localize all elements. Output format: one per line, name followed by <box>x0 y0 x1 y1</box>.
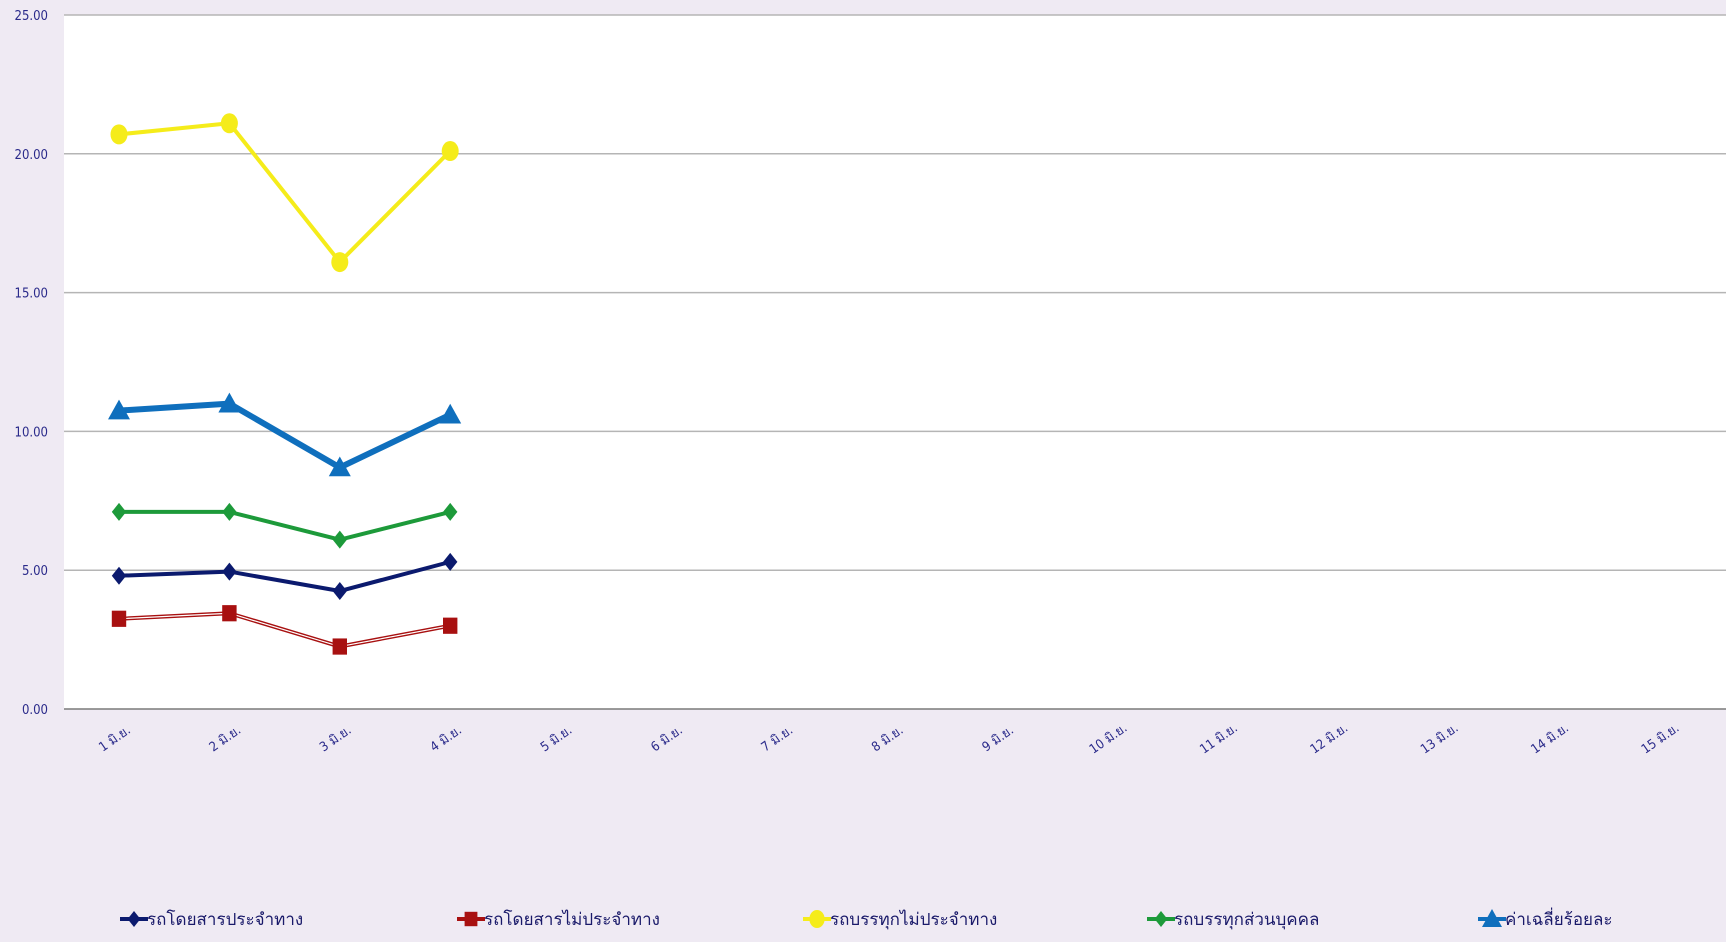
data-point <box>332 638 347 655</box>
data-point <box>110 124 128 145</box>
x-tick-label: 5 มิ.ย. <box>538 723 575 755</box>
x-tick-label: 10 มิ.ย. <box>1087 721 1130 758</box>
data-point <box>443 502 458 521</box>
series-4 <box>111 502 458 549</box>
x-tick-label: 14 มิ.ย. <box>1529 721 1572 758</box>
data-point <box>111 502 127 521</box>
data-point <box>108 399 130 420</box>
x-tick-label: 15 มิ.ย. <box>1639 721 1682 758</box>
series-lines <box>108 113 462 655</box>
series-line <box>118 400 452 471</box>
legend-label: รถโดยสารประจำทาง <box>147 909 303 930</box>
gridlines <box>64 14 1726 710</box>
legend-item: รถโดยสารประจำทาง <box>120 909 303 930</box>
x-tick-label: 12 มิ.ย. <box>1308 721 1351 758</box>
series-line <box>118 121 452 265</box>
legend-label: รถโดยสารไม่ประจำทาง <box>484 909 660 930</box>
data-point <box>222 562 237 581</box>
y-tick-label: 15.00 <box>15 287 48 302</box>
plot-area <box>64 15 1726 709</box>
x-axis: 1 มิ.ย. 2 มิ.ย. 3 มิ.ย. 4 มิ.ย. 5 มิ.ย. 6 มิ.… <box>96 721 1682 758</box>
y-axis: 0.00 5.00 10.00 15.00 20.00 25.00 <box>15 9 48 718</box>
series-1 <box>111 552 458 601</box>
x-tick-label: 2 มิ.ย. <box>207 723 244 755</box>
data-point <box>331 252 349 273</box>
x-tick-label: 3 มิ.ย. <box>317 723 354 755</box>
series-5 <box>108 392 462 477</box>
data-point <box>111 566 127 585</box>
data-point <box>220 113 238 134</box>
legend-marker <box>127 911 141 927</box>
y-tick-label: 0.00 <box>22 703 48 718</box>
series-line <box>119 509 451 542</box>
series-line-highlight <box>118 612 451 648</box>
series-3 <box>110 113 459 273</box>
data-point <box>222 502 237 521</box>
data-point <box>443 617 458 634</box>
x-tick-label: 7 มิ.ย. <box>759 723 796 755</box>
legend-label: ค่าเฉลี่ยร้อยละ <box>1505 907 1613 930</box>
legend-marker <box>809 910 825 928</box>
data-point <box>218 392 241 413</box>
legend-item: รถบรรทุกส่วนบุคคล <box>1147 910 1319 930</box>
series-2 <box>111 605 458 655</box>
series-line <box>118 559 451 594</box>
data-point <box>332 582 347 601</box>
x-tick-label: 13 มิ.ย. <box>1418 721 1461 758</box>
x-tick-label: 1 มิ.ย. <box>96 723 133 755</box>
data-point <box>332 530 347 549</box>
y-tick-label: 20.00 <box>15 148 48 163</box>
legend-marker <box>1154 911 1168 927</box>
legend-item: รถบรรทุกไม่ประจำทาง <box>803 909 997 930</box>
y-tick-label: 10.00 <box>15 425 48 440</box>
data-point <box>111 610 127 627</box>
y-tick-label: 5.00 <box>22 564 48 579</box>
data-point <box>222 605 237 622</box>
data-point <box>441 141 459 162</box>
data-point <box>443 552 458 571</box>
x-tick-label: 9 มิ.ย. <box>980 723 1017 755</box>
x-tick-label: 11 มิ.ย. <box>1197 721 1240 758</box>
legend-marker <box>1482 909 1502 927</box>
legend-label: รถบรรทุกไม่ประจำทาง <box>830 909 997 930</box>
data-point <box>328 456 351 477</box>
x-tick-label: 4 มิ.ย. <box>428 723 465 755</box>
legend-item: ค่าเฉลี่ยร้อยละ <box>1478 907 1613 930</box>
x-tick-label: 6 มิ.ย. <box>648 723 685 755</box>
x-tick-label: 8 มิ.ย. <box>869 723 906 755</box>
legend-marker <box>464 911 478 927</box>
legend-item: รถโดยสารไม่ประจำทาง <box>457 909 660 930</box>
legend-label: รถบรรทุกส่วนบุคคล <box>1174 910 1319 930</box>
y-tick-label: 25.00 <box>15 9 48 24</box>
data-point <box>439 403 462 424</box>
legend: รถโดยสารประจำทาง รถโดยสารไม่ประจำทาง รถบรร… <box>120 907 1613 930</box>
